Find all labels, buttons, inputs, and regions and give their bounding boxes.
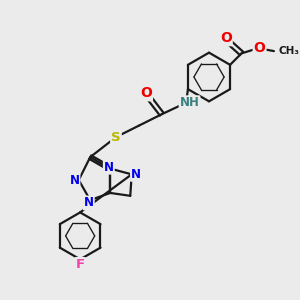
Text: N: N [69,174,80,187]
Text: O: O [254,41,266,55]
Text: N: N [84,196,94,209]
Text: NH: NH [180,96,200,109]
Text: O: O [220,31,232,45]
Text: F: F [76,258,85,271]
Text: O: O [140,86,152,100]
Text: N: N [104,161,114,174]
Text: S: S [111,130,121,144]
Text: CH₃: CH₃ [278,46,299,56]
Text: N: N [131,168,141,181]
